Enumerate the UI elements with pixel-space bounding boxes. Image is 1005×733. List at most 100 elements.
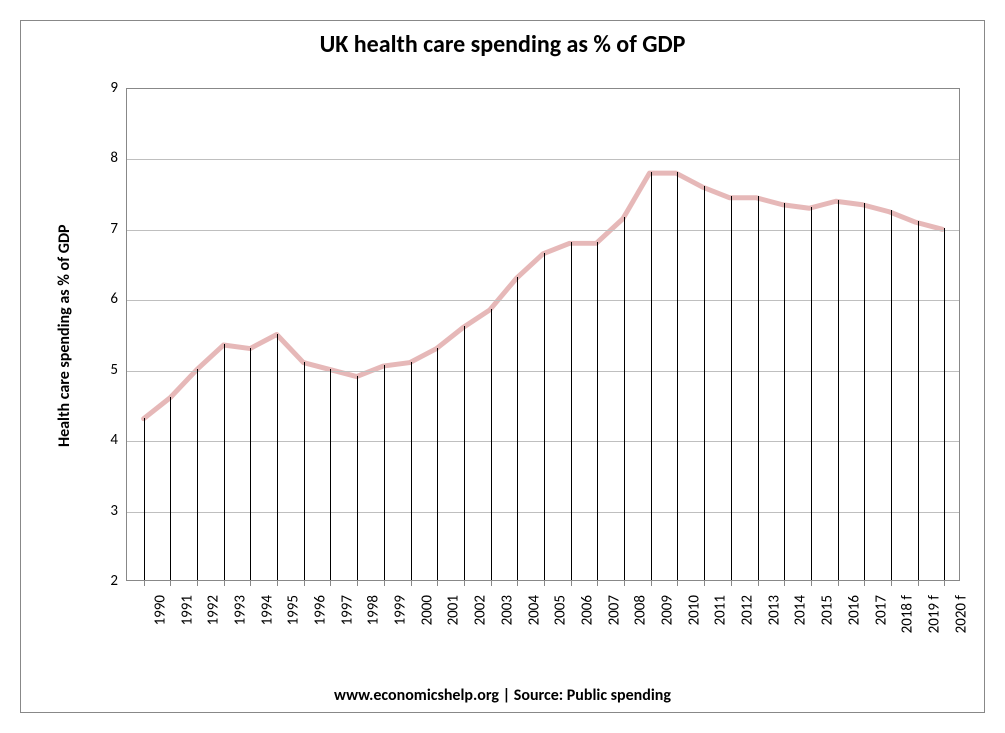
x-tick-label: 2006 — [578, 595, 596, 625]
gridline — [127, 159, 959, 160]
x-tick-mark — [330, 580, 331, 586]
x-tick-mark — [357, 580, 358, 586]
x-tick-label: 2007 — [605, 595, 623, 625]
x-tick-mark — [864, 580, 865, 586]
line-series — [127, 89, 959, 580]
x-tick-mark — [437, 580, 438, 586]
drop-line — [330, 369, 331, 580]
gridline — [127, 441, 959, 442]
drop-line — [651, 172, 652, 580]
plot-area — [126, 88, 960, 581]
x-tick-mark — [384, 580, 385, 586]
x-tick-mark — [784, 580, 785, 586]
x-tick-mark — [544, 580, 545, 586]
x-tick-label: 2015 — [819, 595, 837, 625]
x-tick-mark — [838, 580, 839, 586]
x-tick-mark — [731, 580, 732, 586]
x-tick-label: 2003 — [498, 595, 516, 625]
x-tick-label: 2001 — [445, 595, 463, 625]
drop-line — [464, 326, 465, 580]
x-tick-label: 2009 — [658, 595, 676, 625]
drop-line — [544, 253, 545, 580]
y-axis-label: Health care spending as % of GDP — [55, 224, 74, 447]
x-tick-label: 2002 — [472, 595, 490, 625]
x-tick-mark — [224, 580, 225, 586]
x-tick-label: 1990 — [151, 595, 169, 625]
x-tick-mark — [170, 580, 171, 586]
x-tick-label: 1999 — [392, 595, 410, 625]
drop-line — [357, 376, 358, 580]
x-tick-mark — [677, 580, 678, 586]
x-tick-label: 2000 — [418, 595, 436, 625]
x-tick-label: 2010 — [685, 595, 703, 625]
x-tick-mark — [651, 580, 652, 586]
drop-line — [411, 362, 412, 580]
x-tick-label: 2005 — [552, 595, 570, 625]
drop-line — [597, 242, 598, 580]
gridline — [127, 371, 959, 372]
x-tick-label: 2017 — [872, 595, 890, 625]
gridline — [127, 230, 959, 231]
drop-line — [517, 277, 518, 580]
drop-line — [304, 362, 305, 580]
drop-line — [144, 418, 145, 580]
x-tick-mark — [624, 580, 625, 586]
y-tick-label: 5 — [110, 361, 118, 379]
x-tick-mark — [571, 580, 572, 586]
x-tick-mark — [250, 580, 251, 586]
drop-line — [838, 200, 839, 580]
x-tick-label: 2008 — [632, 595, 650, 625]
x-tick-mark — [277, 580, 278, 586]
drop-line — [571, 242, 572, 580]
x-tick-label: 1998 — [365, 595, 383, 625]
drop-line — [704, 186, 705, 580]
x-tick-mark — [304, 580, 305, 586]
drop-line — [624, 217, 625, 580]
y-tick-label: 7 — [110, 220, 118, 238]
drop-line — [277, 334, 278, 581]
x-tick-label: 2020 f — [952, 595, 970, 633]
series-line — [144, 173, 943, 419]
x-tick-label: 2018 f — [899, 595, 917, 633]
x-tick-mark — [197, 580, 198, 586]
x-tick-mark — [144, 580, 145, 586]
x-tick-label: 2004 — [525, 595, 543, 625]
x-tick-label: 2016 — [845, 595, 863, 625]
x-tick-label: 1992 — [205, 595, 223, 625]
drop-line — [437, 348, 438, 580]
drop-line — [250, 348, 251, 580]
x-tick-label: 1997 — [338, 595, 356, 625]
x-tick-mark — [918, 580, 919, 586]
x-tick-label: 2011 — [712, 595, 730, 625]
drop-line — [784, 203, 785, 580]
x-tick-mark — [491, 580, 492, 586]
y-tick-label: 3 — [110, 502, 118, 520]
x-tick-label: 1996 — [311, 595, 329, 625]
drop-line — [918, 221, 919, 580]
x-tick-mark — [944, 580, 945, 586]
drop-line — [677, 172, 678, 580]
drop-line — [197, 369, 198, 580]
x-tick-label: 2012 — [738, 595, 756, 625]
y-tick-label: 2 — [110, 572, 118, 590]
y-tick-label: 9 — [110, 79, 118, 97]
drop-line — [384, 365, 385, 580]
x-tick-label: 1994 — [258, 595, 276, 625]
x-tick-label: 2019 f — [925, 595, 943, 633]
x-tick-mark — [464, 580, 465, 586]
chart-title: UK health care spending as % of GDP — [0, 30, 1005, 59]
y-tick-label: 6 — [110, 290, 118, 308]
x-tick-label: 2013 — [765, 595, 783, 625]
drop-line — [944, 228, 945, 580]
x-tick-mark — [704, 580, 705, 586]
x-tick-label: 1995 — [285, 595, 303, 625]
drop-line — [170, 397, 171, 580]
x-tick-label: 1991 — [178, 595, 196, 625]
x-tick-mark — [811, 580, 812, 586]
drop-line — [224, 344, 225, 580]
x-tick-mark — [517, 580, 518, 586]
drop-line — [731, 196, 732, 580]
x-tick-mark — [597, 580, 598, 586]
y-tick-label: 8 — [110, 149, 118, 167]
gridline — [127, 512, 959, 513]
